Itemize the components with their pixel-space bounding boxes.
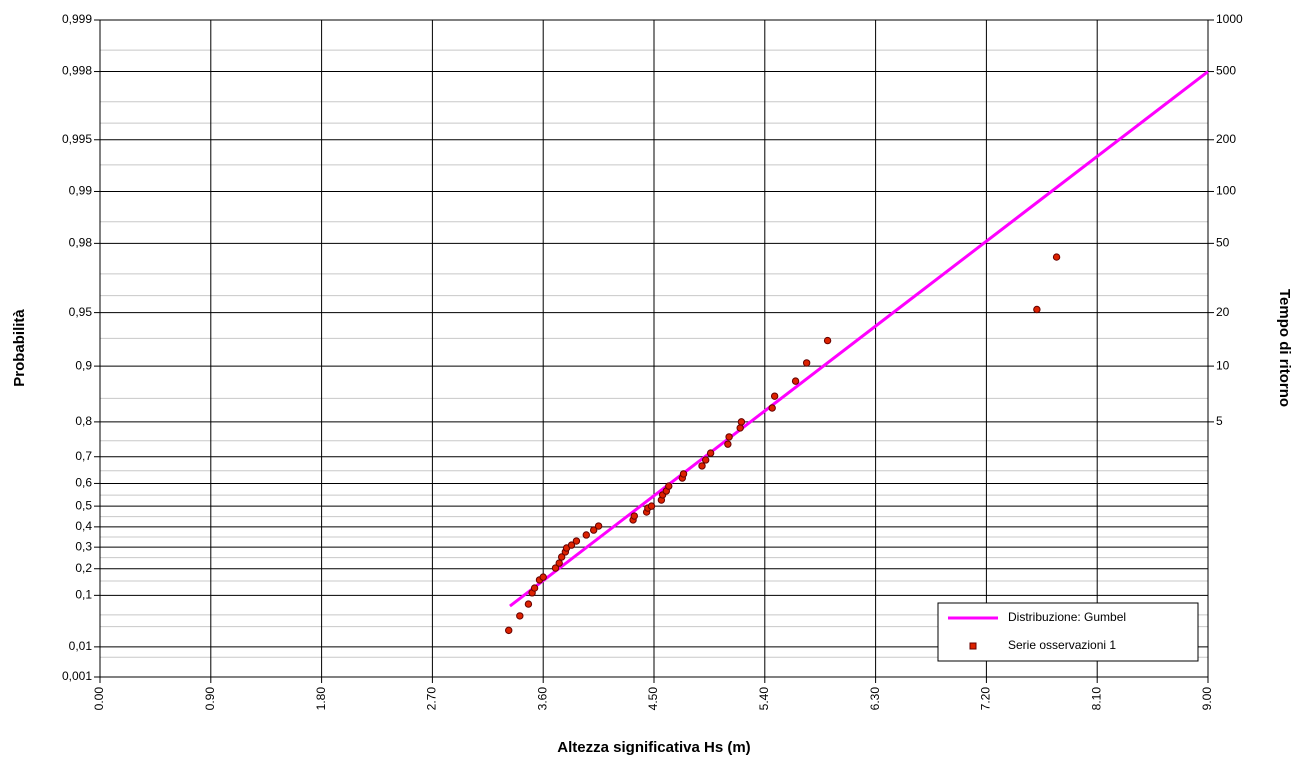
data-point: [802, 359, 811, 367]
data-point: [516, 612, 524, 620]
y2-tick-label: 1000: [1216, 12, 1243, 26]
legend-box: [937, 602, 1199, 662]
data-point: [737, 418, 746, 426]
y-tick-label: 0,5: [75, 498, 92, 512]
data-point: [770, 392, 779, 400]
x-tick-label: 9.00: [1200, 687, 1214, 711]
data-point: [524, 600, 533, 608]
data-point: [1052, 253, 1061, 261]
y2-tick-label: 20: [1216, 305, 1230, 319]
gumbel-line: [509, 70, 1209, 608]
legend-label: Serie osservazioni 1: [1008, 638, 1116, 652]
x-tick-label: 8.10: [1089, 687, 1103, 711]
y2-tick-label: 200: [1216, 132, 1236, 146]
x-tick-label: 0.00: [92, 687, 106, 711]
y-tick-label: 0,3: [75, 539, 92, 553]
y-tick-label: 0,7: [75, 449, 92, 463]
y-tick-label: 0,2: [75, 561, 92, 575]
y2-tick-label: 100: [1216, 184, 1236, 198]
data-point: [557, 553, 566, 561]
x-tick-label: 7.20: [979, 687, 993, 711]
x-tick-label: 0.90: [203, 687, 217, 711]
y2-tick-label: 50: [1216, 236, 1230, 250]
data-point: [736, 424, 744, 432]
y-tick-label: 0,4: [75, 519, 92, 533]
x-tick-label: 1.80: [314, 687, 328, 711]
data-point: [791, 377, 800, 385]
data-point: [551, 564, 560, 572]
y-tick-label: 0,8: [75, 414, 92, 428]
data-point: [505, 626, 513, 635]
data-point: [724, 440, 732, 448]
data-point: [679, 470, 688, 478]
y-tick-label: 0,001: [62, 669, 92, 683]
y2-tick-label: 5: [1216, 414, 1223, 428]
data-point: [768, 404, 776, 412]
y-tick-label: 0,1: [75, 588, 92, 602]
data-point: [555, 559, 563, 567]
data-point: [572, 537, 581, 545]
y-tick-label: 0,9: [75, 358, 92, 372]
data-point: [630, 512, 639, 520]
y-tick-label: 0,98: [69, 236, 93, 250]
data-point: [567, 541, 576, 549]
data-point: [706, 449, 715, 457]
x-tick-label: 6.30: [868, 687, 882, 711]
data-point: [582, 531, 590, 539]
x-tick-label: 5.40: [757, 687, 771, 711]
y-tick-label: 0,6: [75, 476, 92, 490]
legend-swatch: [969, 642, 977, 650]
y2-tick-label: 10: [1216, 358, 1230, 372]
data-point: [823, 336, 832, 345]
data-point: [594, 522, 603, 530]
plot-border: [99, 19, 1209, 678]
data-point: [647, 502, 656, 510]
y-tick-label: 0,01: [69, 639, 93, 653]
x-tick-label: 3.60: [535, 687, 549, 711]
x-axis-title: Altezza significativa Hs (m): [557, 739, 750, 756]
data-point: [539, 573, 547, 581]
data-point: [1033, 305, 1041, 314]
data-point: [665, 482, 673, 490]
y2-tick-label: 500: [1216, 64, 1236, 78]
x-tick-label: 2.70: [425, 687, 439, 711]
x-tick-label: 4.50: [646, 687, 660, 711]
data-point: [698, 462, 706, 470]
data-point: [530, 584, 539, 592]
y-tick-label: 0,99: [69, 184, 93, 198]
y-axis-title: Probabilità: [11, 309, 28, 387]
y-tick-label: 0,999: [62, 12, 92, 26]
data-point: [725, 433, 733, 441]
y2-axis-title: Tempo di ritorno: [1276, 289, 1293, 407]
y-tick-label: 0,95: [69, 305, 93, 319]
data-point: [702, 456, 710, 464]
data-point: [589, 526, 598, 534]
legend-label: Distribuzione: Gumbel: [1008, 610, 1126, 624]
y-tick-label: 0,995: [62, 132, 92, 146]
y-tick-label: 0,998: [62, 64, 92, 78]
